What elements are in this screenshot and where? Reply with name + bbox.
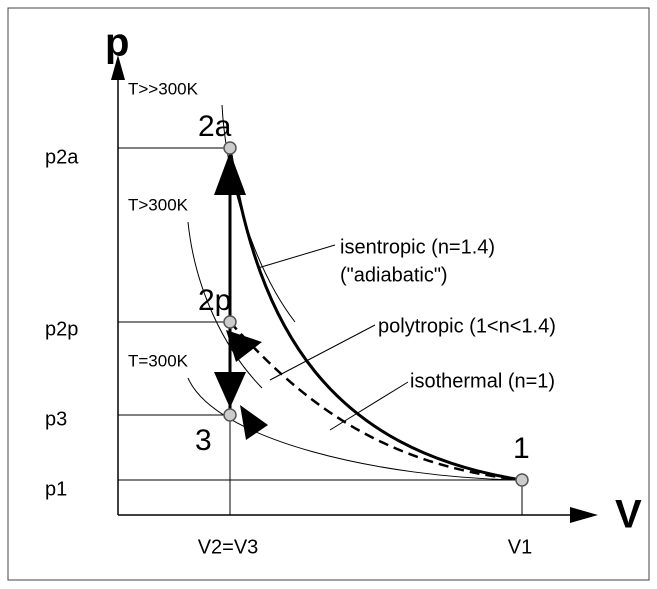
curve-label: ("adiabatic") — [340, 264, 448, 286]
point-label: 2p — [198, 284, 231, 317]
y-label: p1 — [45, 478, 67, 500]
curves — [187, 104, 523, 482]
curve-label: isentropic (n=1.4) — [340, 236, 495, 258]
point-label: 2a — [198, 110, 232, 143]
curve-label: polytropic (1<n<1.4) — [378, 315, 556, 337]
state-points — [223, 141, 529, 487]
point-label: 3 — [195, 424, 212, 457]
temperature-label: T>>300K — [128, 79, 199, 98]
temperature-label: T>300K — [128, 195, 189, 214]
axes — [117, 75, 575, 516]
x-label: V1 — [508, 536, 532, 558]
temperature-label: T=300K — [128, 351, 189, 370]
y-axis-label: p — [105, 21, 129, 65]
x-arrow — [570, 507, 598, 523]
point-label: 1 — [513, 432, 530, 465]
arrowheads — [214, 152, 268, 440]
y-label: p3 — [45, 408, 67, 430]
y-label: p2a — [45, 146, 79, 168]
curve-label: isothermal (n=1) — [410, 370, 555, 392]
y-arrow — [111, 55, 125, 80]
y-label: p2p — [45, 318, 78, 340]
x-axis-label: V — [615, 493, 642, 537]
frame — [7, 7, 650, 581]
x-label: V2=V3 — [198, 536, 259, 558]
